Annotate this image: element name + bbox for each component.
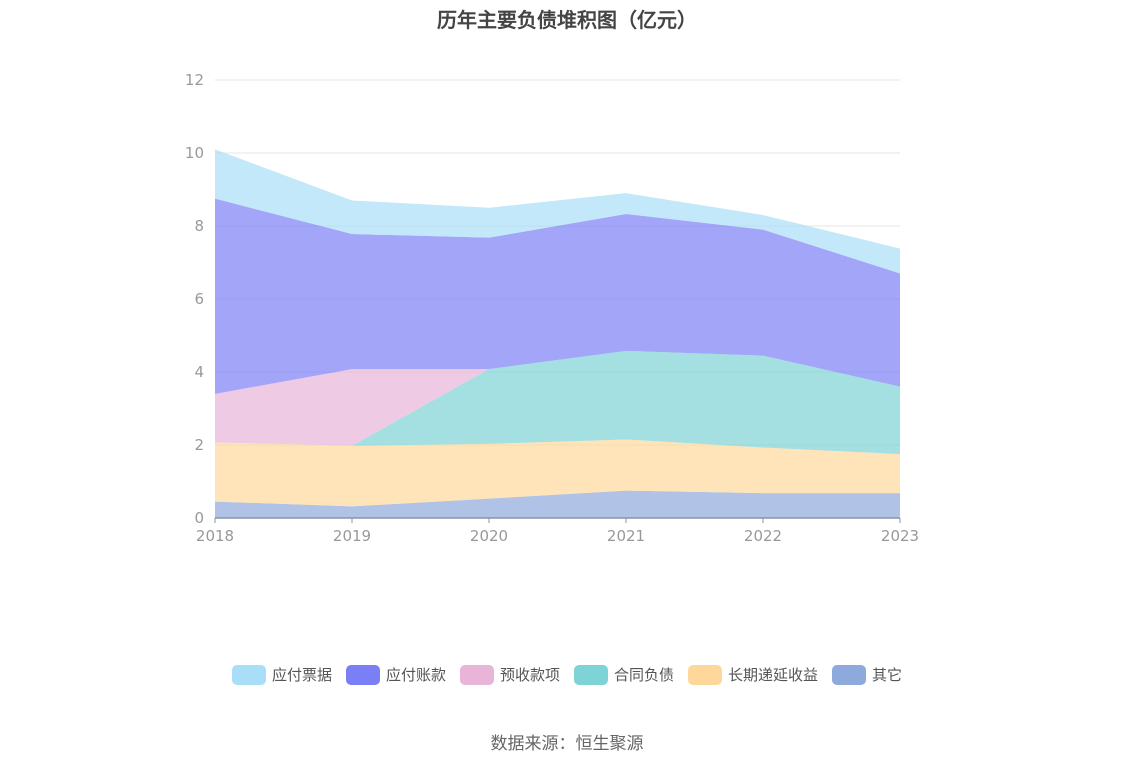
chart-legend: 应付票据 应付账款 预收款项 合同负债 长期递延收益 其它 (0, 664, 1134, 685)
legend-swatch (832, 664, 867, 685)
x-tick-label: 2018 (196, 527, 234, 545)
legend-item[interactable]: 长期递延收益 (688, 664, 818, 685)
area-series-4 (215, 198, 900, 394)
x-tick-label: 2019 (333, 527, 371, 545)
area-series-5 (215, 149, 900, 274)
area-series-3 (215, 350, 900, 446)
area-series-2 (215, 350, 900, 455)
data-source-note: 数据来源：恒生聚源 (490, 734, 644, 754)
legend-item[interactable]: 应付票据 (231, 664, 332, 685)
y-tick-label: 2 (194, 436, 204, 454)
legend-item[interactable]: 合同负债 (574, 664, 674, 685)
legend-item[interactable]: 预收款项 (459, 664, 560, 685)
y-tick-label: 4 (194, 363, 204, 381)
legend-label: 应付票据 (271, 666, 332, 684)
legend-item[interactable]: 其它 (832, 664, 902, 685)
x-tick-label: 2022 (744, 527, 782, 545)
legend-item[interactable]: 应付账款 (345, 664, 446, 685)
legend-swatch (459, 664, 494, 685)
y-tick-label: 8 (194, 217, 204, 235)
y-tick-label: 0 (194, 509, 204, 527)
area-series-1 (215, 439, 900, 507)
legend-swatch (688, 664, 723, 685)
x-tick-label: 2021 (607, 527, 645, 545)
legend-swatch (231, 664, 266, 685)
legend-label: 预收款项 (499, 666, 560, 684)
legend-swatch (574, 664, 608, 685)
legend-label: 其它 (872, 666, 903, 684)
y-tick-label: 6 (194, 290, 204, 308)
chart-title: 历年主要负债堆积图（亿元） (437, 8, 697, 32)
stacked-area-chart: 0 2 4 6 8 10 12 2018 2019 2020 2021 2022 2023 (185, 71, 919, 545)
legend-label: 长期递延收益 (728, 666, 819, 684)
x-tick-label: 2020 (470, 527, 508, 545)
x-tick-label: 2023 (881, 527, 919, 545)
y-tick-label: 12 (185, 71, 204, 89)
legend-label: 合同负债 (614, 666, 675, 684)
legend-label: 应付账款 (385, 666, 446, 684)
y-tick-label: 10 (185, 144, 204, 162)
legend-swatch (345, 664, 380, 685)
area-series-0 (215, 490, 900, 518)
